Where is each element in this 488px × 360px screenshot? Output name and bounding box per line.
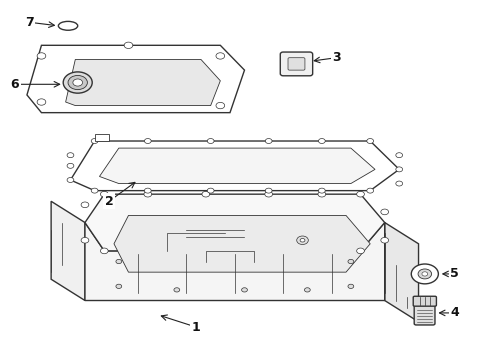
Polygon shape <box>27 45 244 113</box>
Circle shape <box>63 72 92 93</box>
Circle shape <box>67 163 74 168</box>
Circle shape <box>265 139 271 144</box>
Circle shape <box>366 139 373 144</box>
Polygon shape <box>70 141 398 191</box>
Circle shape <box>366 188 373 193</box>
Circle shape <box>73 79 82 86</box>
Circle shape <box>202 192 209 197</box>
Polygon shape <box>85 222 384 301</box>
Polygon shape <box>99 148 374 184</box>
Circle shape <box>216 102 224 109</box>
Circle shape <box>380 238 388 243</box>
Circle shape <box>318 188 325 193</box>
Polygon shape <box>51 201 85 301</box>
Circle shape <box>264 192 272 197</box>
Circle shape <box>116 284 122 288</box>
Ellipse shape <box>58 21 78 30</box>
FancyBboxPatch shape <box>412 296 435 306</box>
Circle shape <box>67 153 74 158</box>
Text: 5: 5 <box>449 267 458 280</box>
Circle shape <box>91 188 98 193</box>
Circle shape <box>395 167 402 172</box>
Polygon shape <box>85 194 384 251</box>
FancyBboxPatch shape <box>413 305 434 325</box>
Text: 2: 2 <box>104 195 113 208</box>
Circle shape <box>356 248 364 254</box>
Circle shape <box>81 202 89 208</box>
Circle shape <box>300 238 305 242</box>
Circle shape <box>81 238 89 243</box>
Text: 6: 6 <box>11 78 19 91</box>
Circle shape <box>296 236 308 244</box>
Circle shape <box>100 248 108 254</box>
Polygon shape <box>95 134 109 141</box>
Circle shape <box>241 288 247 292</box>
Circle shape <box>318 139 325 144</box>
Circle shape <box>144 188 151 193</box>
Circle shape <box>417 269 431 279</box>
Circle shape <box>395 153 402 158</box>
Circle shape <box>216 53 224 59</box>
Circle shape <box>37 99 46 105</box>
Polygon shape <box>65 59 220 105</box>
Circle shape <box>395 181 402 186</box>
Circle shape <box>174 288 180 292</box>
Text: 4: 4 <box>449 306 458 319</box>
Circle shape <box>304 288 309 292</box>
Polygon shape <box>114 215 369 272</box>
Circle shape <box>124 42 133 49</box>
Circle shape <box>421 272 427 276</box>
Circle shape <box>207 188 214 193</box>
Circle shape <box>91 139 98 144</box>
Circle shape <box>347 260 353 264</box>
Circle shape <box>317 192 325 197</box>
Circle shape <box>207 139 214 144</box>
Circle shape <box>265 188 271 193</box>
Circle shape <box>356 192 364 197</box>
FancyBboxPatch shape <box>287 58 305 70</box>
Circle shape <box>37 53 46 59</box>
Circle shape <box>68 76 87 90</box>
Circle shape <box>144 139 151 144</box>
Circle shape <box>116 260 122 264</box>
Circle shape <box>380 209 388 215</box>
Text: 7: 7 <box>25 16 34 29</box>
Circle shape <box>410 264 437 284</box>
FancyBboxPatch shape <box>280 52 312 76</box>
Text: 3: 3 <box>331 51 340 64</box>
Text: 1: 1 <box>191 321 200 334</box>
Circle shape <box>143 192 151 197</box>
Polygon shape <box>384 222 418 322</box>
Circle shape <box>100 192 108 197</box>
Circle shape <box>347 284 353 288</box>
Circle shape <box>67 177 74 183</box>
